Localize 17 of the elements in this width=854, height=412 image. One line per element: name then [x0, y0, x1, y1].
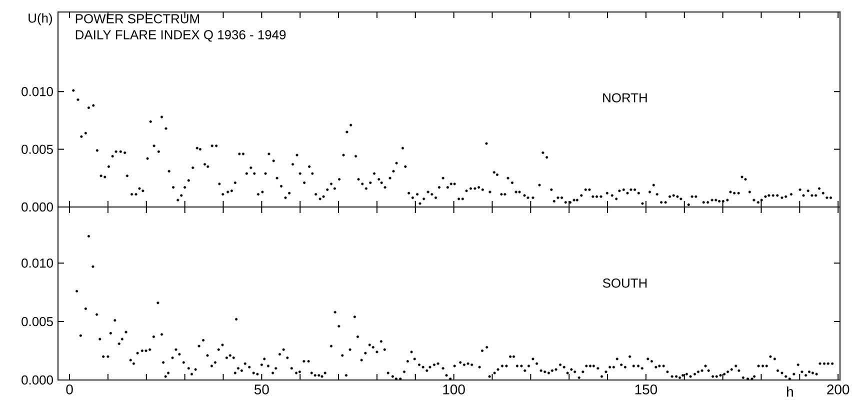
y-tick-label: 0.005 — [22, 316, 53, 326]
y-tick-label: 0.005 — [22, 144, 53, 154]
x-axis-title: h — [787, 386, 793, 397]
y-tick-label: 0.000 — [22, 375, 53, 385]
text: DAILY FLARE INDEX Q 1936 - 1949 — [76, 30, 286, 42]
annotation: SOUTH — [602, 278, 647, 288]
x-tick-label: 100 — [443, 384, 465, 394]
y-tick-label: 0.000 — [22, 202, 53, 212]
y-tick-label: 0.010 — [22, 87, 53, 96]
y-axis-title: U(h) — [28, 13, 52, 26]
x-tick-label: 0 — [66, 384, 73, 394]
x-tick-label: 150 — [635, 384, 658, 394]
y-tick-label: 0.010 — [22, 258, 53, 268]
x-tick-label: 200 — [827, 384, 850, 394]
chart-title: POWER SPECTRUM — [76, 14, 199, 24]
x-tick-label: 50 — [254, 384, 269, 394]
annotation: NORTH — [603, 93, 647, 102]
